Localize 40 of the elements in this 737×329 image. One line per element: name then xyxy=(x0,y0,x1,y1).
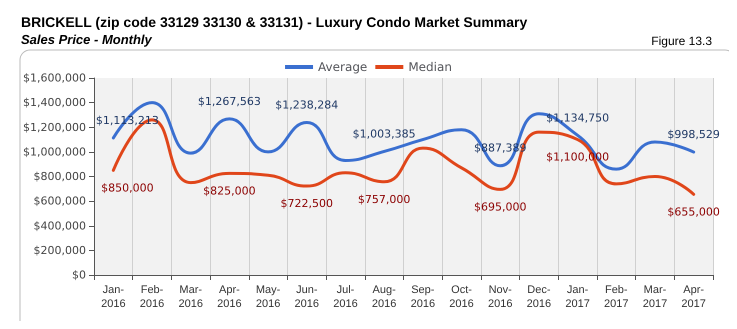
x-tick-label: Sep-2016 xyxy=(410,284,436,310)
legend-label: Average xyxy=(318,60,368,74)
x-tick-label: Nov-2016 xyxy=(488,284,512,310)
x-tick-label: Dec-2016 xyxy=(526,284,552,310)
x-tick-label: Jul-2016 xyxy=(333,284,358,310)
y-tick-label: $400,000 xyxy=(34,219,86,232)
y-tick-label: $1,200,000 xyxy=(23,120,86,134)
y-tick-label: $1,600,000 xyxy=(23,72,86,84)
data-label: $722,500 xyxy=(280,197,334,210)
y-tick-label: $600,000 xyxy=(34,194,86,208)
y-tick-label: $1,400,000 xyxy=(23,96,86,110)
x-tick-label: Apr-2016 xyxy=(217,284,242,310)
data-label: $1,003,385 xyxy=(352,127,416,140)
data-label: $655,000 xyxy=(667,205,720,218)
x-tick-label: Mar-2016 xyxy=(178,284,203,310)
y-tick-label: $200,000 xyxy=(34,244,86,257)
chart-title: BRICKELL (zip code 33129 33130 & 33131) - Luxury Condo Market Summary xyxy=(21,14,528,30)
chart-subtitle: Sales Price - Monthly xyxy=(21,32,153,47)
data-label: $1,238,284 xyxy=(275,98,338,112)
data-label: $757,000 xyxy=(358,192,410,206)
x-tick-label: Jun-2016 xyxy=(294,284,320,310)
legend-label: Median xyxy=(408,60,452,74)
y-tick-label: $0 xyxy=(72,268,86,282)
x-tick-label: Feb-2017 xyxy=(604,284,629,310)
data-label: $1,267,563 xyxy=(198,94,261,108)
x-tick-label: May-2016 xyxy=(256,284,281,310)
data-label: $695,000 xyxy=(474,200,526,214)
x-tick-label: Feb-2016 xyxy=(140,284,164,310)
data-label: $825,000 xyxy=(203,184,256,198)
y-tick-label: $1,000,000 xyxy=(23,145,86,158)
data-label: $850,000 xyxy=(101,181,154,194)
x-tick-label: Jan-2017 xyxy=(565,284,590,310)
x-tick-label: Oct-2016 xyxy=(449,284,474,310)
x-tick-label: Jan-2016 xyxy=(101,284,126,310)
x-tick-label: Mar-2017 xyxy=(642,284,668,310)
x-tick-label: Apr-2017 xyxy=(681,284,706,310)
x-tick-label: Aug-2016 xyxy=(372,284,396,310)
y-tick-label: $800,000 xyxy=(34,170,86,183)
caption: Figure 13.3 xyxy=(651,34,712,48)
data-label: $998,529 xyxy=(667,128,720,142)
